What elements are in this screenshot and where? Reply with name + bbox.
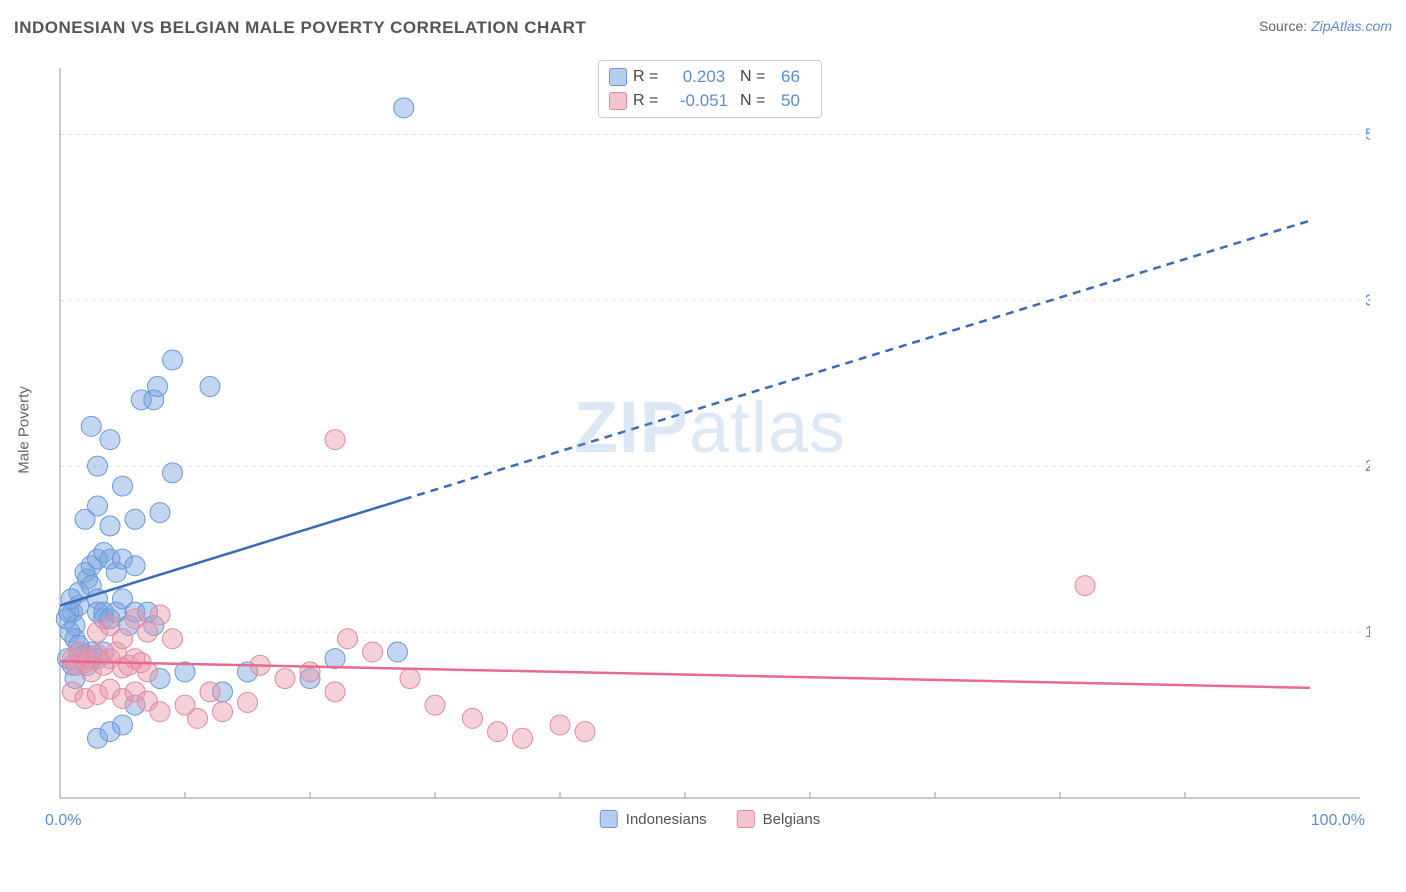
data-point — [550, 715, 570, 735]
data-point — [325, 430, 345, 450]
legend-row: R = 0.203 N = 66 — [609, 65, 811, 89]
data-point — [363, 642, 383, 662]
data-point — [100, 430, 120, 450]
data-point — [200, 682, 220, 702]
data-point — [394, 98, 414, 118]
series-legend: Indonesians Belgians — [600, 810, 820, 828]
data-point — [400, 669, 420, 689]
data-point — [325, 649, 345, 669]
data-point — [575, 722, 595, 742]
r-label: R = — [633, 68, 668, 86]
scatter-chart: 12.5% 25.0% 37.5% 50.0% — [50, 58, 1370, 828]
data-point — [138, 662, 158, 682]
legend-swatch-icon — [600, 810, 618, 828]
data-point — [150, 503, 170, 523]
data-point — [213, 702, 233, 722]
data-point — [113, 629, 133, 649]
y-grid-label: 12.5% — [1365, 624, 1370, 641]
n-label: N = — [740, 68, 775, 86]
data-point — [1075, 576, 1095, 596]
legend-swatch-icon — [737, 810, 755, 828]
legend-row: R = -0.051 N = 50 — [609, 89, 811, 113]
chart-title: INDONESIAN VS BELGIAN MALE POVERTY CORRE… — [14, 18, 586, 37]
y-grid-label: 25.0% — [1365, 458, 1370, 475]
data-point — [150, 605, 170, 625]
data-point — [513, 728, 533, 748]
n-label: N = — [740, 92, 775, 110]
data-point — [275, 669, 295, 689]
indonesian-trend-dashed — [404, 221, 1310, 500]
data-point — [188, 708, 208, 728]
data-point — [163, 629, 183, 649]
data-point — [300, 662, 320, 682]
r-label: R = — [633, 92, 668, 110]
x-axis-min-label: 0.0% — [45, 812, 81, 830]
series-legend-item: Belgians — [737, 810, 821, 828]
legend-swatch-icon — [609, 68, 627, 86]
data-point — [200, 377, 220, 397]
plot-area: ZIPatlas 12.5%25.0%37.5%50.0% R = 0.203 … — [50, 58, 1370, 828]
data-point — [488, 722, 508, 742]
data-point — [125, 556, 145, 576]
legend-swatch-icon — [609, 92, 627, 110]
data-point — [88, 456, 108, 476]
n-value: 66 — [781, 67, 811, 87]
series-name: Belgians — [763, 811, 821, 828]
series-legend-item: Indonesians — [600, 810, 707, 828]
y-grid-label: 37.5% — [1365, 292, 1370, 309]
series-name: Indonesians — [626, 811, 707, 828]
r-value: -0.051 — [674, 91, 734, 111]
data-point — [113, 476, 133, 496]
data-point — [125, 509, 145, 529]
data-point — [325, 682, 345, 702]
data-point — [148, 377, 168, 397]
x-axis-max-label: 100.0% — [1311, 812, 1365, 830]
data-point — [81, 416, 101, 436]
data-point — [238, 692, 258, 712]
data-point — [163, 463, 183, 483]
data-point — [425, 695, 445, 715]
n-value: 50 — [781, 91, 811, 111]
chart-header: INDONESIAN VS BELGIAN MALE POVERTY CORRE… — [14, 18, 1392, 50]
data-point — [138, 622, 158, 642]
data-point — [150, 702, 170, 722]
data-point — [338, 629, 358, 649]
data-point — [88, 496, 108, 516]
y-grid-label: 50.0% — [1365, 126, 1370, 143]
source-link[interactable]: ZipAtlas.com — [1311, 18, 1392, 34]
y-axis-label: Male Poverty — [16, 386, 33, 474]
data-point — [463, 708, 483, 728]
data-point — [388, 642, 408, 662]
data-point — [163, 350, 183, 370]
data-point — [100, 722, 120, 742]
correlation-legend: R = 0.203 N = 66 R = -0.051 N = 50 — [598, 60, 822, 118]
data-point — [100, 516, 120, 536]
chart-container: INDONESIAN VS BELGIAN MALE POVERTY CORRE… — [0, 0, 1406, 892]
source-label: Source: ZipAtlas.com — [1259, 18, 1392, 34]
r-value: 0.203 — [674, 67, 734, 87]
